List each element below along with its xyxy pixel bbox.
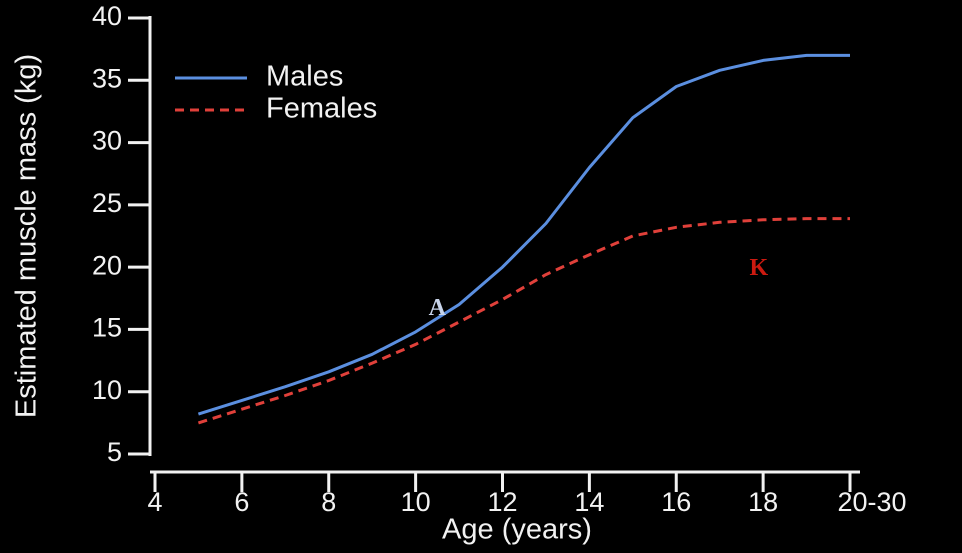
x-axis-title: Age (years)	[442, 514, 592, 546]
x-tick-label: 16	[661, 487, 691, 517]
y-tick-label: 40	[92, 1, 122, 31]
x-tick-label: 20-30	[837, 487, 906, 517]
x-tick-label: 18	[748, 487, 778, 517]
x-tick-label: 10	[401, 487, 431, 517]
x-tick-label: 14	[574, 487, 604, 517]
legend-label: Males	[266, 61, 343, 93]
x-tick-label: 4	[147, 487, 162, 517]
y-tick-label: 20	[92, 250, 122, 280]
y-tick-label: 35	[92, 63, 122, 93]
y-axis-title: Estimated muscle mass (kg)	[11, 54, 43, 418]
x-tick-label: 8	[321, 487, 336, 517]
x-tick-label: 12	[487, 487, 517, 517]
y-tick-label: 5	[107, 437, 122, 467]
x-tick-label: 6	[234, 487, 249, 517]
legend-label: Females	[266, 93, 377, 125]
series-line	[197, 217, 850, 425]
y-tick-label: 30	[92, 126, 122, 156]
y-tick-label: 10	[92, 375, 122, 405]
annotation: A	[429, 295, 447, 321]
y-tick-label: 25	[92, 188, 122, 218]
series-line	[197, 53, 850, 416]
annotation: K	[749, 255, 768, 281]
y-tick-label: 15	[92, 313, 122, 343]
